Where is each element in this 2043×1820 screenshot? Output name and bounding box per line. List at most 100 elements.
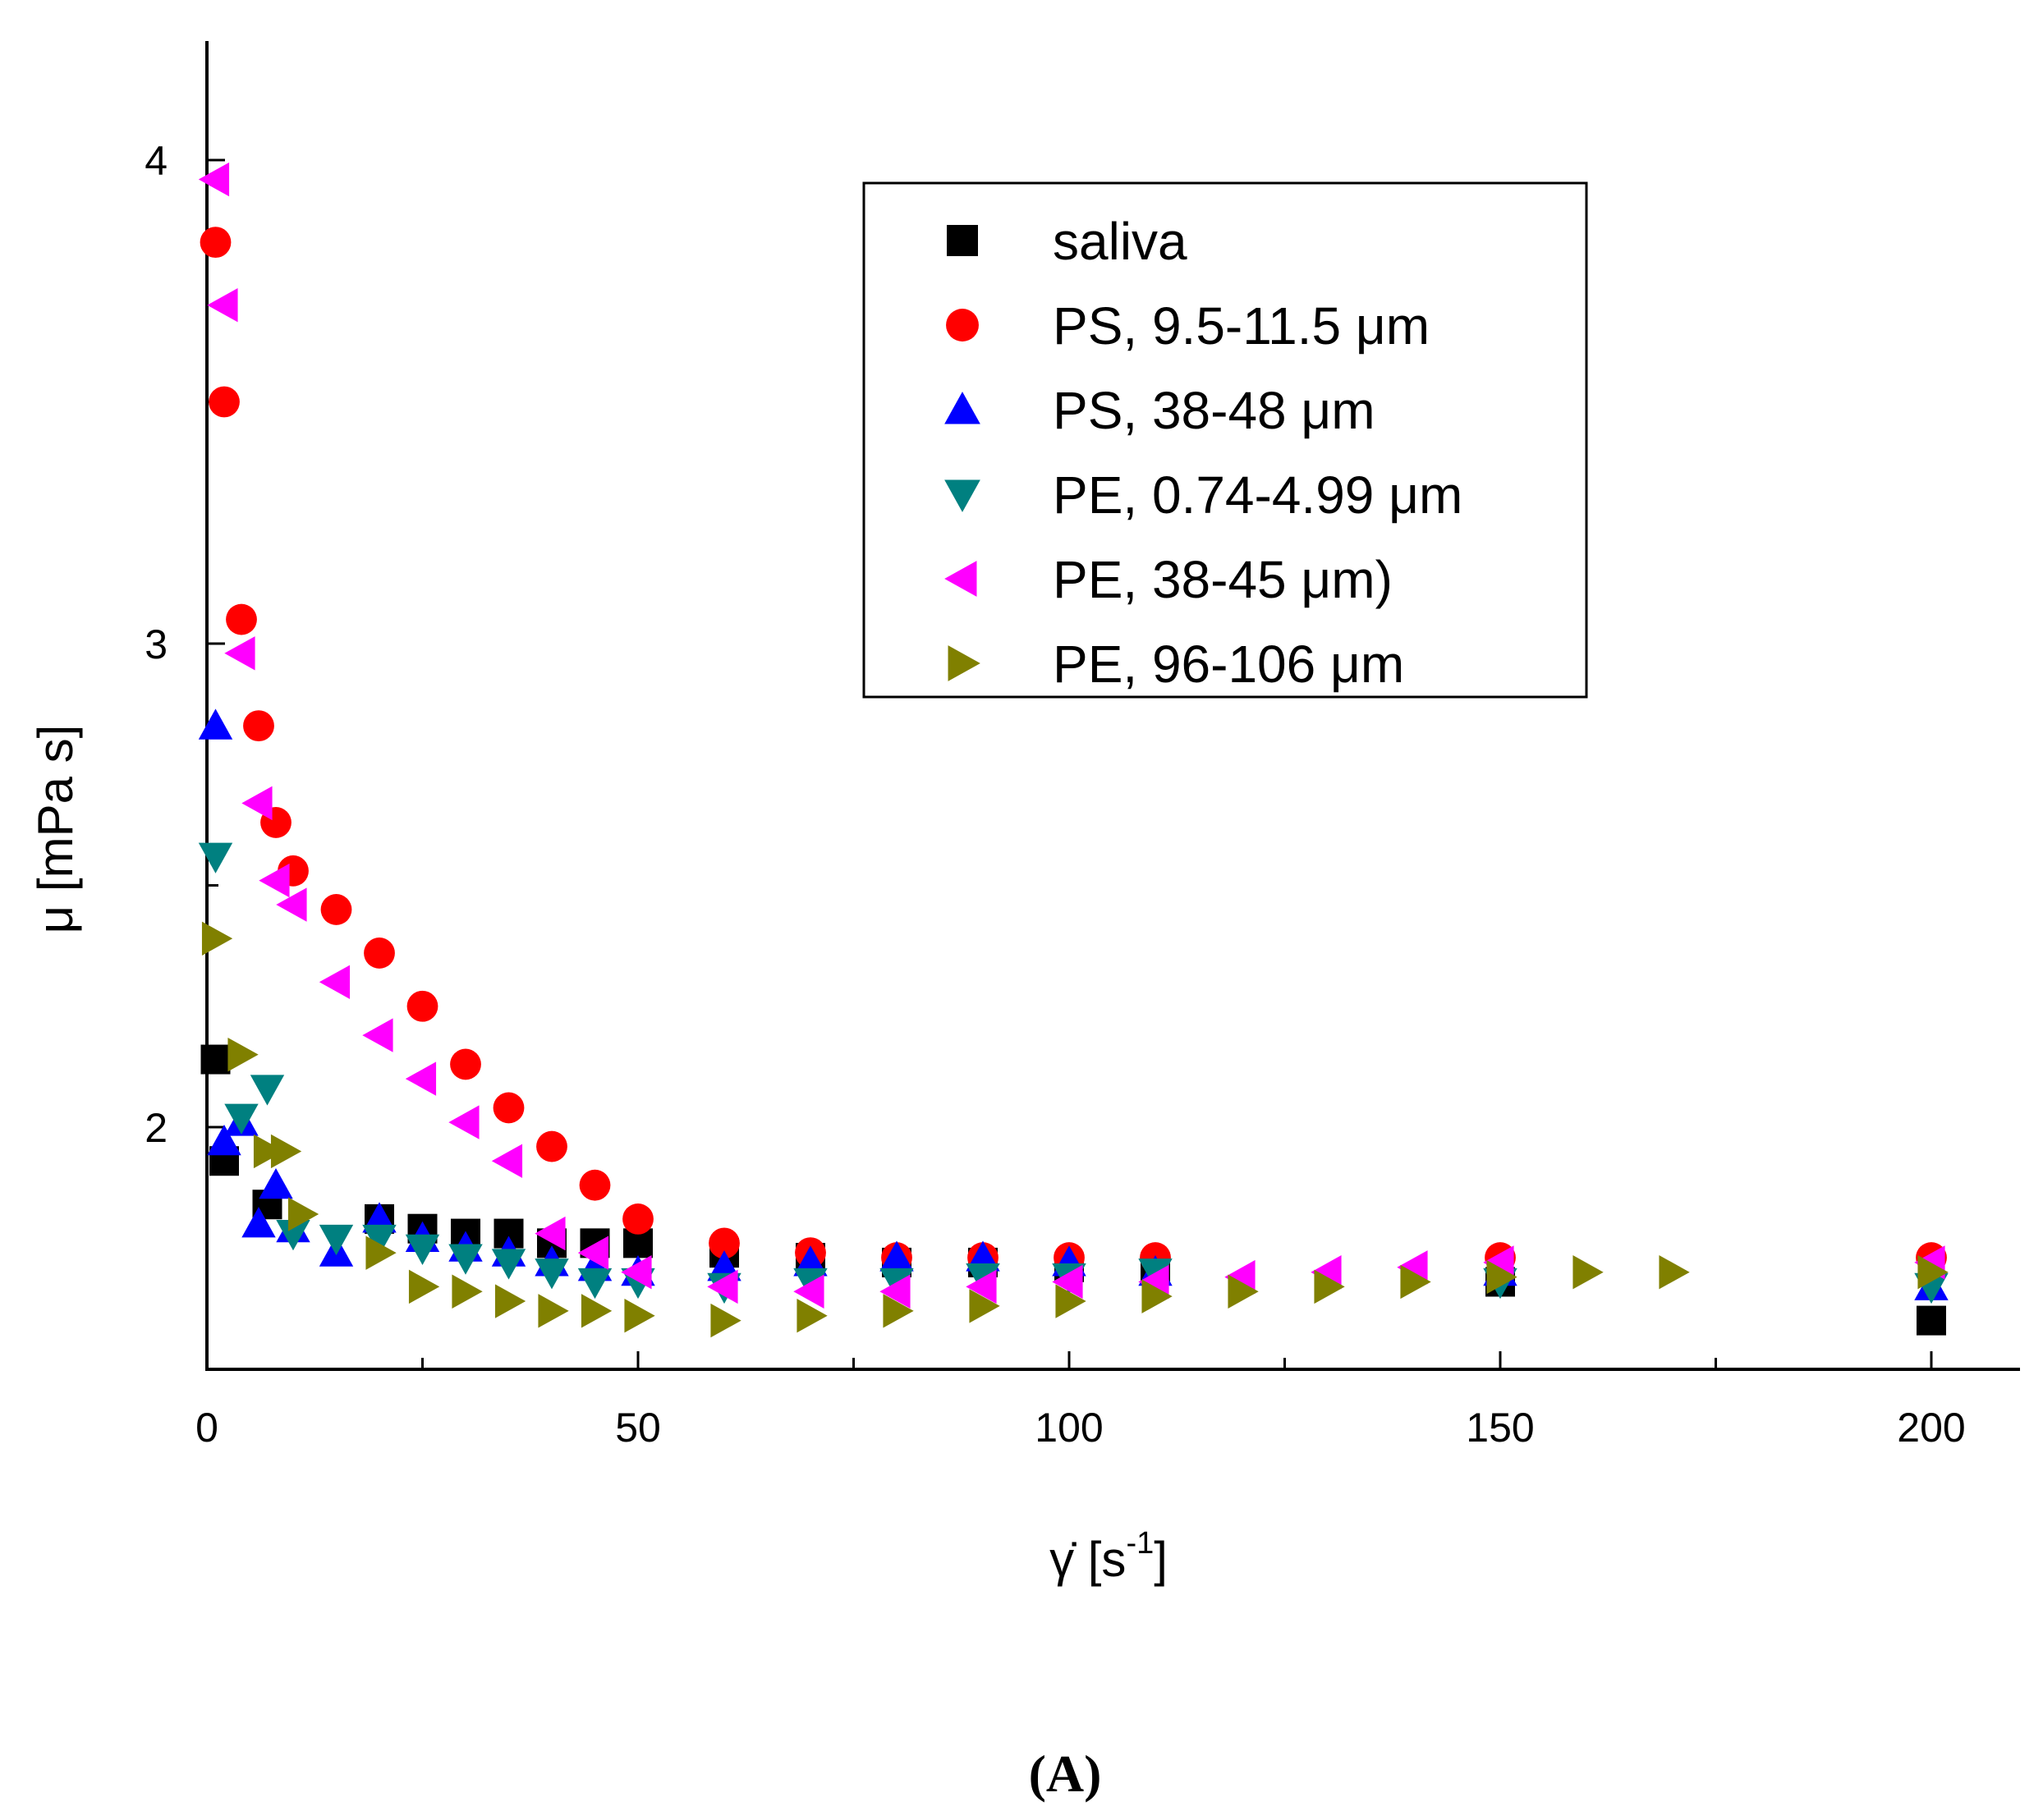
data-point	[581, 1294, 613, 1328]
data-point	[201, 921, 233, 956]
x-axis-title-sup: -1	[1126, 1526, 1154, 1561]
data-point	[793, 1274, 824, 1309]
data-point	[207, 1124, 241, 1156]
data-point	[198, 162, 230, 197]
data-point	[452, 1274, 483, 1309]
data-point	[224, 1103, 259, 1135]
data-point	[365, 1235, 397, 1270]
y-tick-label: 2	[145, 1105, 168, 1151]
legend-box	[862, 181, 1588, 699]
data-point	[287, 1197, 319, 1231]
data-markers	[198, 162, 1949, 1338]
data-point	[270, 1134, 302, 1169]
figure-caption: (A)	[1029, 1744, 1102, 1803]
legend-marker	[944, 392, 980, 424]
data-point	[250, 1075, 285, 1106]
data-point	[198, 708, 233, 740]
data-point	[207, 288, 238, 323]
x-tick-label: 150	[1466, 1405, 1534, 1451]
data-point	[536, 1130, 567, 1162]
legend-label: PS, 9.5-11.5 μm	[1053, 296, 1430, 355]
data-point	[448, 1244, 483, 1275]
data-point	[1228, 1274, 1259, 1309]
data-point	[259, 1167, 293, 1199]
legend-marker	[948, 645, 980, 681]
data-point	[1659, 1255, 1690, 1290]
data-point	[624, 1299, 655, 1333]
data-point	[241, 786, 273, 821]
data-point	[710, 1303, 741, 1338]
data-point	[408, 1269, 440, 1304]
legend-marker	[944, 561, 977, 597]
data-point	[1572, 1255, 1604, 1290]
data-point	[491, 1249, 526, 1280]
x-axis-title: γ̇ [s-1]	[1049, 1526, 1168, 1587]
legend: saliva PS, 9.5-11.5 μm PS, 38-48 μm PE, 0.7…	[862, 181, 1588, 699]
data-point	[224, 636, 255, 671]
data-point	[879, 1274, 911, 1309]
data-point	[577, 1235, 609, 1270]
data-point	[209, 386, 240, 418]
data-point	[319, 1224, 354, 1256]
data-point	[198, 842, 233, 873]
data-point	[448, 1105, 480, 1139]
legend-label: PE, 96-106 μm	[1053, 635, 1404, 694]
legend-marker	[947, 225, 978, 256]
data-point	[879, 1240, 914, 1272]
legend-marker	[944, 479, 980, 512]
data-point	[1917, 1255, 1949, 1290]
data-point	[1400, 1264, 1431, 1300]
data-point	[200, 227, 232, 259]
x-tick-label: 200	[1897, 1405, 1965, 1451]
legend-label: saliva	[1053, 212, 1187, 271]
legend-marker	[946, 309, 979, 342]
data-point	[493, 1092, 525, 1124]
data-point	[535, 1216, 566, 1251]
data-point	[538, 1294, 569, 1328]
x-tick-label: 50	[615, 1405, 661, 1451]
tick-labels: 0 50 100 150 200 2 3 4	[145, 138, 1966, 1451]
data-point	[883, 1294, 914, 1328]
data-point	[200, 1044, 231, 1075]
data-point	[1141, 1279, 1173, 1313]
data-point	[362, 1224, 397, 1256]
y-axis-title: μ [mPa s]	[28, 725, 83, 934]
data-point	[1052, 1264, 1083, 1300]
data-point	[319, 965, 351, 999]
data-point	[577, 1268, 613, 1300]
data-point	[405, 1061, 437, 1096]
data-point	[1486, 1259, 1517, 1295]
data-point	[276, 887, 307, 922]
data-point	[276, 1220, 310, 1251]
data-point	[259, 863, 290, 898]
data-point	[1055, 1284, 1086, 1318]
series-triangle-right	[201, 921, 1949, 1338]
data-point	[243, 710, 274, 742]
x-tick-label: 100	[1035, 1405, 1103, 1451]
x-axis-title-close: ]	[1154, 1532, 1168, 1587]
data-point	[622, 1203, 654, 1235]
data-point	[535, 1258, 569, 1290]
data-point	[707, 1269, 738, 1304]
data-point	[621, 1255, 652, 1290]
data-point	[406, 990, 438, 1022]
data-point	[966, 1269, 997, 1304]
data-point	[227, 1037, 259, 1072]
data-point	[709, 1227, 740, 1259]
legend-items: saliva PS, 9.5-11.5 μm PS, 38-48 μm PE, 0.7…	[944, 212, 1462, 694]
data-point	[364, 938, 395, 969]
axes	[205, 41, 2020, 1371]
data-point	[241, 1207, 276, 1238]
data-point	[253, 1134, 285, 1169]
data-point	[491, 1144, 523, 1178]
data-point	[494, 1284, 526, 1318]
y-tick-label: 3	[145, 621, 168, 667]
series-triangle-up	[198, 708, 1949, 1300]
data-point	[579, 1169, 611, 1201]
data-point	[797, 1299, 828, 1333]
y-tick-label: 4	[145, 138, 168, 184]
data-point	[969, 1289, 1000, 1323]
data-point	[405, 1234, 440, 1265]
data-point	[1314, 1269, 1345, 1304]
